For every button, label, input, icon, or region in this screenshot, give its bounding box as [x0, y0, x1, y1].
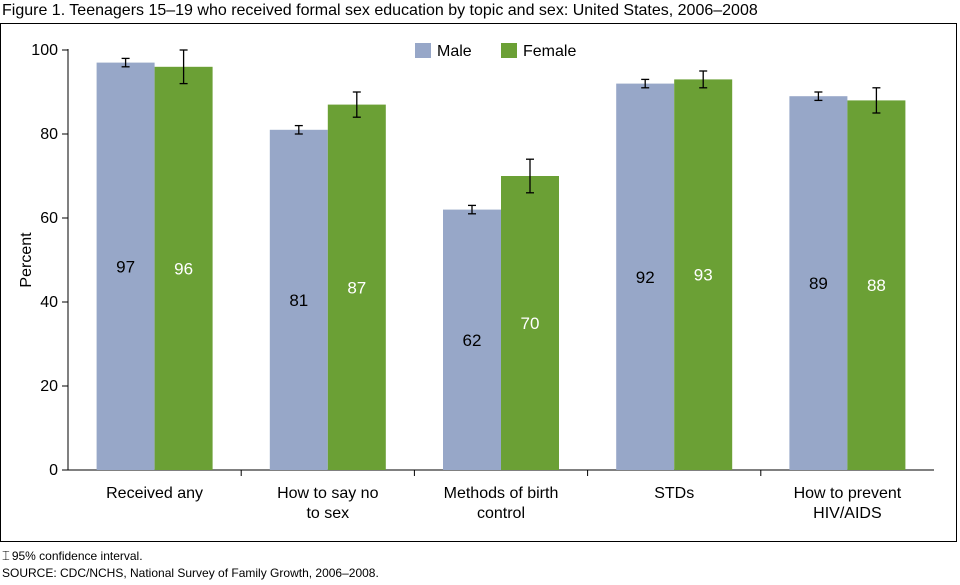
legend-swatch-male	[415, 43, 431, 58]
x-category-label: How to prevent	[794, 485, 902, 502]
x-category-label: Received any	[106, 485, 203, 502]
x-category-label: Methods of birth	[444, 485, 559, 502]
value-label: 62	[463, 331, 482, 350]
bar-male	[96, 62, 155, 470]
y-tick-label: 40	[40, 294, 58, 311]
value-label: 96	[174, 259, 193, 278]
ci-icon: ⌶	[2, 548, 10, 563]
x-category-label: HIV/AIDS	[813, 505, 881, 522]
legend-swatch-female	[501, 43, 517, 58]
chart-frame	[0, 23, 957, 542]
source-footnote: SOURCE: CDC/NCHS, National Survey of Fam…	[2, 566, 379, 580]
y-axis-label: Percent	[18, 232, 35, 288]
figure-title: Figure 1. Teenagers 15–19 who received f…	[2, 2, 758, 19]
value-label: 89	[809, 274, 828, 293]
y-tick-label: 60	[40, 210, 58, 227]
legend-label-male: Male	[437, 43, 472, 60]
bar-female	[674, 79, 733, 471]
legend-label-female: Female	[523, 43, 576, 60]
y-tick-label: 80	[40, 126, 58, 143]
bar-female	[847, 100, 906, 471]
value-label: 87	[347, 278, 366, 297]
y-tick-label: 20	[40, 378, 58, 395]
value-label: 88	[867, 276, 886, 295]
x-category-label: How to say no	[277, 485, 378, 502]
value-label: 97	[116, 257, 135, 276]
bar-female	[501, 176, 559, 470]
bar-male	[616, 83, 675, 470]
bar-male	[443, 209, 501, 470]
value-label: 70	[521, 314, 540, 333]
y-tick-label: 100	[31, 42, 58, 59]
bar-female	[154, 66, 213, 471]
ci-footnote: ⌶ 95% confidence interval.	[2, 548, 143, 564]
x-category-label: control	[477, 505, 525, 522]
x-category-label: to sex	[306, 505, 349, 522]
x-category-label: STDs	[654, 485, 694, 502]
ci-footnote-text: 95% confidence interval.	[11, 549, 143, 563]
bar-male	[789, 96, 848, 470]
value-label: 93	[694, 266, 713, 285]
bar-female	[327, 104, 386, 470]
value-label: 81	[289, 291, 308, 310]
bar-male	[269, 129, 328, 471]
value-label: 92	[636, 268, 655, 287]
y-tick-label: 0	[49, 462, 58, 479]
